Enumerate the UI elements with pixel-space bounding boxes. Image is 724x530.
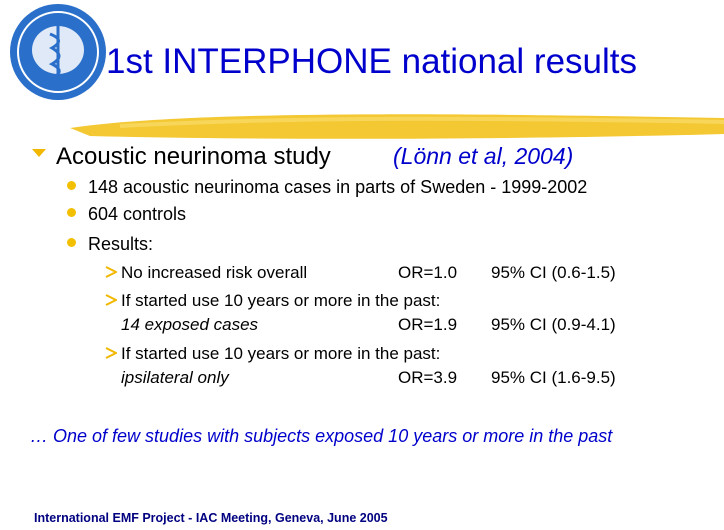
decoration: [10, 4, 724, 139]
main-bullet: Acoustic neurinoma study: [56, 143, 331, 170]
confidence-interval: 95% CI (0.6-1.5): [491, 263, 616, 282]
logo-snake: [48, 32, 61, 78]
odds-ratio: OR=1.9: [398, 315, 458, 334]
confidence-interval: 95% CI (0.9-4.1): [491, 315, 616, 334]
logo-ring: [17, 11, 99, 93]
sub-bullet: 604 controls: [88, 204, 187, 224]
footer: International EMF Project - IAC Meeting,…: [34, 511, 388, 525]
brush-highlight: [119, 116, 724, 128]
citation: (Lönn et al, 2004): [393, 143, 574, 169]
result-detail: 14 exposed cases: [121, 315, 259, 334]
sub-bullet: 148 acoustic neurinoma cases in parts of…: [88, 177, 588, 197]
bullet-dot: [67, 181, 76, 190]
result-text: If started use 10 years or more in the p…: [121, 344, 441, 363]
odds-ratio: OR=3.9: [398, 368, 458, 387]
bullet-dot: [67, 208, 76, 217]
note: … One of few studies with subjects expos…: [30, 426, 613, 446]
sub-bullet: Results:: [88, 234, 154, 254]
bullet-arrow: [32, 149, 46, 157]
title: 1st INTERPHONE national results: [106, 42, 638, 81]
bullet-arrow: [105, 347, 117, 359]
bullet-arrow: [105, 294, 117, 306]
result-detail: ipsilateral only: [121, 368, 229, 387]
bullet-arrow: [105, 266, 117, 278]
result-text: If started use 10 years or more in the p…: [121, 291, 441, 310]
confidence-interval: 95% CI (1.6-9.5): [491, 368, 616, 387]
result-text: No increased risk overall: [121, 263, 308, 282]
bullet-dot: [67, 238, 76, 247]
odds-ratio: OR=1.0: [398, 263, 458, 282]
